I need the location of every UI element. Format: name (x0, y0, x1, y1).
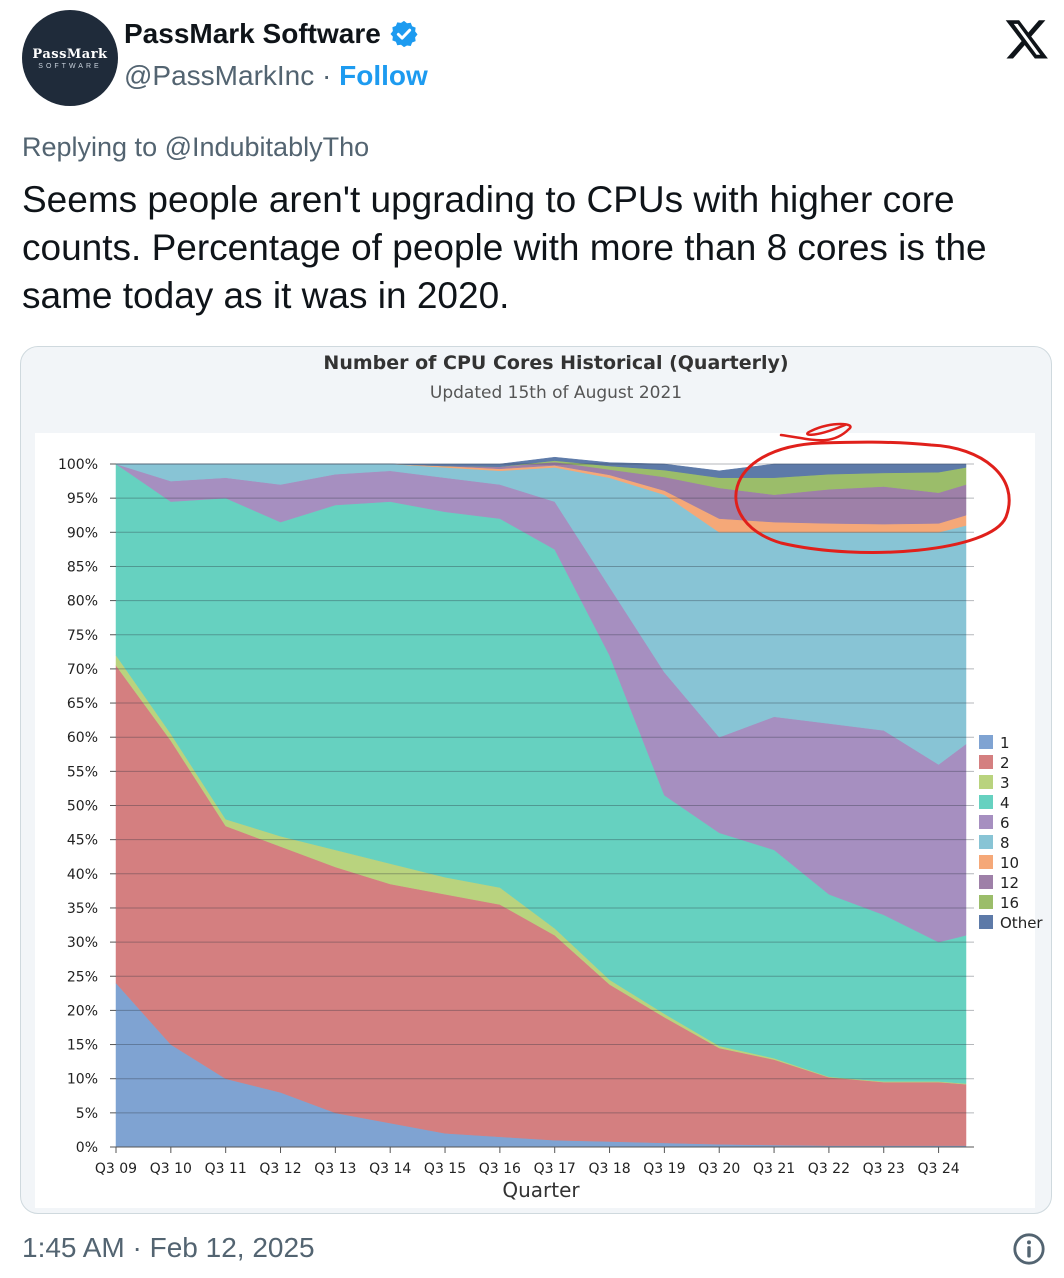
legend-label-2: 2 (1000, 754, 1010, 772)
tweet-text: Seems people aren't upgrading to CPUs wi… (22, 179, 987, 316)
legend-label-Other: Other (1000, 914, 1043, 932)
y-tick-label: 55% (67, 764, 98, 780)
x-logo-icon[interactable] (1004, 16, 1050, 62)
y-tick-label: 70% (67, 662, 98, 678)
x-tick-label: Q3 24 (917, 1161, 959, 1177)
y-tick-label: 20% (67, 1003, 98, 1019)
x-tick-label: Q3 14 (369, 1161, 411, 1177)
follow-button[interactable]: Follow (339, 60, 428, 91)
chart-image[interactable]: Number of CPU Cores Historical (Quarterl… (20, 346, 1052, 1214)
legend-swatch-3 (979, 775, 993, 789)
legend-swatch-8 (979, 835, 993, 849)
avatar[interactable]: PassMark SOFTWARE (22, 10, 118, 106)
x-tick-label: Q3 22 (808, 1161, 850, 1177)
x-axis-label: Quarter (502, 1178, 580, 1202)
info-icon[interactable] (1012, 1232, 1046, 1266)
chart-subtitle: Updated 15th of August 2021 (430, 383, 682, 403)
handle[interactable]: @PassMarkInc (124, 60, 315, 91)
x-tick-label: Q3 12 (259, 1161, 301, 1177)
y-tick-label: 50% (67, 799, 98, 815)
legend-swatch-12 (979, 875, 993, 889)
y-tick-label: 60% (67, 730, 98, 746)
y-tick-label: 30% (67, 935, 98, 951)
y-tick-label: 0% (76, 1140, 98, 1156)
legend-swatch-6 (979, 815, 993, 829)
timestamp[interactable]: 1:45 AM · Feb 12, 2025 (22, 1232, 315, 1263)
handle-separator: · (314, 60, 340, 91)
x-tick-label: Q3 17 (534, 1161, 576, 1177)
legend-swatch-1 (979, 735, 993, 749)
x-tick-label: Q3 09 (95, 1161, 137, 1177)
replying-to: Replying to @IndubitablyTho (22, 132, 370, 162)
y-tick-label: 35% (67, 901, 98, 917)
y-tick-label: 40% (67, 867, 98, 883)
cpu-cores-chart: Number of CPU Cores Historical (Quarterl… (35, 352, 1043, 1208)
handle-row: @PassMarkInc · Follow (124, 60, 428, 92)
y-tick-label: 65% (67, 696, 98, 712)
legend-swatch-16 (979, 895, 993, 909)
legend-label-16: 16 (1000, 894, 1019, 912)
y-tick-label: 25% (67, 969, 98, 985)
area-series-Other (116, 456, 967, 478)
legend-label-10: 10 (1000, 854, 1019, 872)
legend-swatch-2 (979, 755, 993, 769)
avatar-logo-text: PassMark (32, 46, 108, 62)
x-tick-label: Q3 15 (424, 1161, 466, 1177)
legend-swatch-4 (979, 795, 993, 809)
x-tick-label: Q3 23 (863, 1161, 905, 1177)
author-name-row: PassMark Software (124, 18, 419, 50)
verified-badge-icon (390, 20, 418, 48)
y-tick-label: 100% (58, 457, 98, 473)
x-tick-label: Q3 20 (698, 1161, 740, 1177)
x-tick-label: Q3 16 (479, 1161, 521, 1177)
y-tick-label: 90% (67, 525, 98, 541)
legend-swatch-10 (979, 855, 993, 869)
x-tick-label: Q3 11 (205, 1161, 247, 1177)
x-tick-label: Q3 19 (643, 1161, 685, 1177)
chart-title: Number of CPU Cores Historical (Quarterl… (323, 352, 788, 374)
legend-label-1: 1 (1000, 734, 1010, 752)
y-tick-label: 95% (67, 491, 98, 507)
x-tick-label: Q3 21 (753, 1161, 795, 1177)
avatar-logo-subtext: SOFTWARE (38, 62, 102, 70)
y-tick-label: 80% (67, 594, 98, 610)
legend-label-8: 8 (1000, 834, 1010, 852)
y-tick-label: 45% (67, 833, 98, 849)
y-tick-label: 15% (67, 1038, 98, 1054)
x-tick-label: Q3 10 (150, 1161, 192, 1177)
display-name[interactable]: PassMark Software (124, 18, 381, 49)
y-tick-label: 10% (67, 1072, 98, 1088)
legend-label-4: 4 (1000, 794, 1010, 812)
x-tick-label: Q3 13 (314, 1161, 356, 1177)
legend-swatch-Other (979, 915, 993, 929)
x-tick-label: Q3 18 (588, 1161, 630, 1177)
annotation-scribble (779, 422, 852, 442)
legend-label-6: 6 (1000, 814, 1010, 832)
legend-label-12: 12 (1000, 874, 1019, 892)
annotation-circle (734, 440, 1011, 554)
y-tick-label: 85% (67, 559, 98, 575)
y-tick-label: 75% (67, 628, 98, 644)
legend-label-3: 3 (1000, 774, 1010, 792)
y-tick-label: 5% (76, 1106, 98, 1122)
